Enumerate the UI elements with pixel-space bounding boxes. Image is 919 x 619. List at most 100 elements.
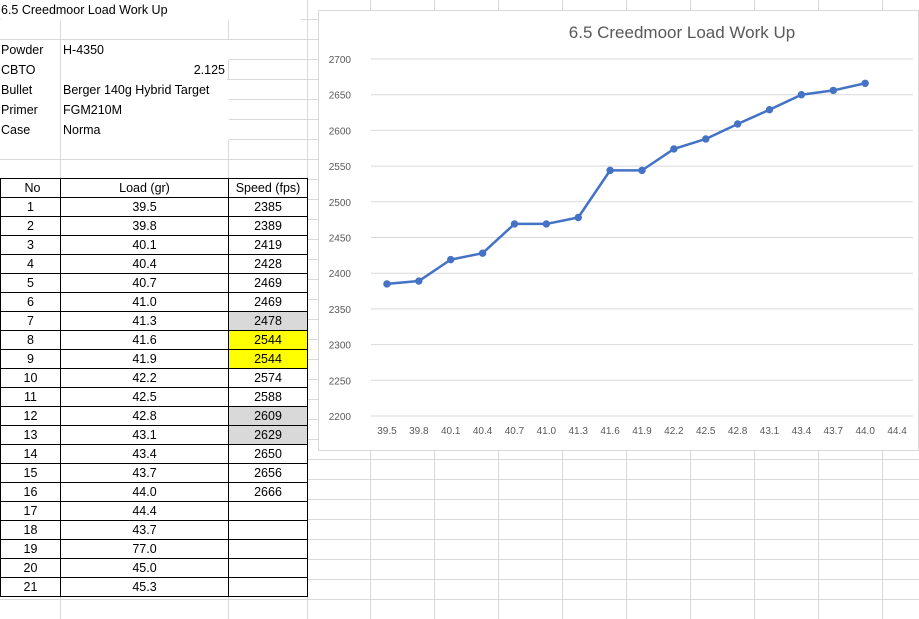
y-tick-label: 2250 [329, 376, 352, 387]
x-tick-label: 41.0 [537, 426, 557, 437]
cell-load[interactable]: 43.4 [60, 444, 229, 464]
spec-value-primer[interactable]: FGM210M [61, 100, 229, 120]
cell-no[interactable]: 11 [0, 387, 61, 407]
cell-no[interactable]: 6 [0, 292, 61, 312]
cell-no[interactable]: 18 [0, 520, 61, 540]
table-row: 10 42.2 2574 [0, 368, 308, 388]
x-tick-label: 40.7 [505, 426, 525, 437]
cell-speed[interactable]: 2419 [228, 235, 308, 255]
cell-load[interactable]: 39.8 [60, 216, 229, 236]
cell-no[interactable]: 5 [0, 273, 61, 293]
spec-label-case[interactable]: Case [0, 120, 60, 140]
y-tick-label: 2500 [329, 198, 352, 209]
cell-load[interactable]: 43.7 [60, 463, 229, 483]
cell-load[interactable]: 40.1 [60, 235, 229, 255]
data-point [606, 166, 614, 175]
cell-speed[interactable] [228, 501, 308, 521]
cell-no[interactable]: 14 [0, 444, 61, 464]
cell-load[interactable]: 41.9 [60, 349, 229, 369]
cell-load[interactable]: 43.1 [60, 425, 229, 445]
x-tick-label: 40.4 [473, 426, 493, 437]
cell-load[interactable]: 41.6 [60, 330, 229, 350]
cell-no[interactable]: 20 [0, 558, 61, 578]
cell-load[interactable]: 43.7 [60, 520, 229, 540]
cell-load[interactable]: 42.8 [60, 406, 229, 426]
cell-load[interactable]: 44.4 [60, 501, 229, 521]
spec-label-primer[interactable]: Primer [0, 100, 60, 120]
cell-load[interactable]: 40.7 [60, 273, 229, 293]
cell-speed[interactable]: 2629 [228, 425, 308, 445]
cell-no[interactable]: 12 [0, 406, 61, 426]
cell-speed[interactable]: 2469 [228, 292, 308, 312]
data-point [765, 105, 774, 114]
cell-no[interactable]: 7 [0, 311, 61, 331]
cell-load[interactable]: 45.3 [60, 577, 229, 597]
cell-speed[interactable] [228, 539, 308, 559]
cell-speed[interactable]: 2385 [228, 197, 308, 217]
cell-no[interactable]: 4 [0, 254, 61, 274]
cell-no[interactable]: 17 [0, 501, 61, 521]
cell-speed[interactable]: 2650 [228, 444, 308, 464]
cell-speed[interactable]: 2389 [228, 216, 308, 236]
cell-no[interactable]: 13 [0, 425, 61, 445]
cell-speed[interactable]: 2469 [228, 273, 308, 293]
cell-no[interactable]: 10 [0, 368, 61, 388]
cell-speed[interactable]: 2666 [228, 482, 308, 502]
cell-no[interactable]: 2 [0, 216, 61, 236]
spec-label-bullet[interactable]: Bullet [0, 80, 60, 100]
header-speed[interactable]: Speed (fps) [228, 178, 308, 198]
header-load[interactable]: Load (gr) [60, 178, 229, 198]
chart-title: 6.5 Creedmoor Load Work Up [569, 23, 795, 42]
sheet-title[interactable]: 6.5 Creedmoor Load Work Up [1, 0, 301, 20]
cell-no[interactable]: 15 [0, 463, 61, 483]
cell-no[interactable]: 1 [0, 197, 61, 217]
spec-label-cbto[interactable]: CBTO [0, 60, 60, 80]
x-tick-label: 44.0 [855, 426, 875, 437]
data-point [638, 166, 646, 175]
spec-value-cbto[interactable]: 2.125 [61, 60, 227, 80]
cell-load[interactable]: 77.0 [60, 539, 229, 559]
spec-value-bullet[interactable]: Berger 140g Hybrid Target [61, 80, 229, 100]
cell-speed[interactable] [228, 520, 308, 540]
cell-speed[interactable]: 2544 [228, 330, 308, 350]
spec-label-powder[interactable]: Powder [0, 40, 60, 60]
header-no[interactable]: No [0, 178, 61, 198]
velocity-chart[interactable]: 6.5 Creedmoor Load Work Up 2200 2250 2300 23… [318, 10, 919, 451]
cell-speed[interactable]: 2588 [228, 387, 308, 407]
data-point [829, 86, 837, 95]
table-row: 11 42.5 2588 [0, 387, 308, 407]
data-point [383, 280, 391, 288]
cell-load[interactable]: 44.0 [60, 482, 229, 502]
cell-speed[interactable]: 2428 [228, 254, 308, 274]
y-tick-label: 2700 [329, 55, 352, 66]
spec-value-powder[interactable]: H-4350 [61, 40, 229, 60]
cell-no[interactable]: 21 [0, 577, 61, 597]
cell-speed[interactable]: 2609 [228, 406, 308, 426]
cell-speed[interactable]: 2574 [228, 368, 308, 388]
table-row: 8 41.6 2544 [0, 330, 308, 350]
cell-speed[interactable]: 2656 [228, 463, 308, 483]
cell-no[interactable]: 3 [0, 235, 61, 255]
cell-speed[interactable] [228, 558, 308, 578]
cell-speed[interactable]: 2544 [228, 349, 308, 369]
cell-speed[interactable]: 2478 [228, 311, 308, 331]
cell-load[interactable]: 40.4 [60, 254, 229, 274]
spec-value-case[interactable]: Norma [61, 120, 229, 140]
cell-no[interactable]: 19 [0, 539, 61, 559]
x-tick-label: 43.4 [792, 426, 812, 437]
table-row: 7 41.3 2478 [0, 311, 308, 331]
x-tick-label: 43.7 [824, 426, 844, 437]
cell-load[interactable]: 42.2 [60, 368, 229, 388]
cell-load[interactable]: 42.5 [60, 387, 229, 407]
cell-load[interactable]: 45.0 [60, 558, 229, 578]
cell-load[interactable]: 41.3 [60, 311, 229, 331]
cell-load[interactable]: 41.0 [60, 292, 229, 312]
cell-no[interactable]: 16 [0, 482, 61, 502]
cell-no[interactable]: 8 [0, 330, 61, 350]
table-row: 16 44.0 2666 [0, 482, 308, 502]
cell-no[interactable]: 9 [0, 349, 61, 369]
data-point [797, 91, 806, 99]
cell-load[interactable]: 39.5 [60, 197, 229, 217]
x-tick-label: 41.9 [632, 426, 652, 437]
cell-speed[interactable] [228, 577, 308, 597]
